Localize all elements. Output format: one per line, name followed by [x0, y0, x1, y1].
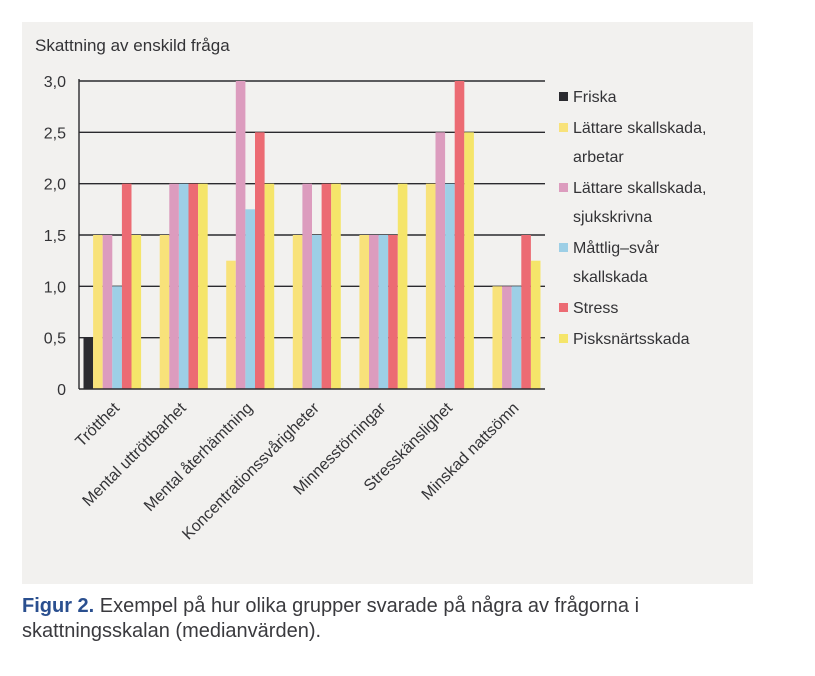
y-axis-ticks: 0 0,5 1,0 1,5 2,0 2,5 3,0: [44, 74, 66, 399]
bar: [159, 235, 170, 389]
legend-swatch: [559, 243, 568, 252]
figure-caption: Figur 2. Exempel på hur olika grupper sv…: [22, 594, 782, 644]
bar: [292, 235, 303, 389]
y-tick-label: 2,5: [44, 125, 66, 142]
bar: [397, 183, 408, 389]
bar: [388, 235, 398, 389]
figure-caption-text: Exempel på hur olika grupper svarade på …: [22, 595, 640, 642]
y-tick-label: 0: [57, 382, 66, 399]
y-tick-label: 1,5: [44, 228, 66, 245]
bar: [321, 183, 332, 389]
bar: [198, 183, 208, 389]
chart-panel: Skattning av enskild fråga 0 0,5 1,0 1,5 2,0…: [22, 22, 753, 584]
legend-label: Friska: [573, 89, 617, 106]
y-tick-label: 0,5: [44, 331, 66, 348]
legend: Friska Lättare skallskada, arbetar Lättare …: [559, 89, 706, 348]
bar: [264, 183, 275, 389]
x-tick-label: Mental återhämtning: [140, 399, 256, 515]
bar: [492, 286, 503, 389]
bar: [121, 183, 132, 389]
bar: [502, 286, 512, 389]
bar: [464, 132, 474, 390]
legend-swatch: [559, 334, 568, 343]
legend-swatch: [559, 183, 568, 192]
chart-title: Skattning av enskild fråga: [35, 36, 230, 55]
bar: [530, 260, 541, 389]
bar: [169, 183, 179, 389]
legend-label: Måttlig–svår: [573, 239, 660, 257]
bar: [235, 81, 246, 389]
bar: [93, 235, 103, 389]
y-tick-label: 3,0: [44, 74, 66, 91]
bar: [359, 235, 369, 389]
bar: [112, 286, 122, 389]
bar: [331, 183, 341, 389]
figure-label: Figur 2.: [22, 595, 95, 617]
legend-label: arbetar: [573, 149, 624, 166]
legend-label: Stress: [573, 300, 618, 317]
x-tick-label: Koncentrationssvårigheter: [179, 399, 324, 544]
bar: [521, 235, 531, 389]
bar: [302, 183, 312, 389]
axes: [78, 79, 545, 390]
y-tick-label: 2,0: [44, 177, 66, 194]
legend-label: Lättare skallskada,: [573, 180, 706, 197]
legend-label: Pisksnärtsskada: [573, 331, 690, 348]
bar: [369, 235, 379, 389]
bar: [131, 235, 142, 389]
legend-swatch: [559, 92, 568, 101]
bar: [445, 183, 455, 389]
bar: [102, 235, 113, 389]
bar: [435, 132, 446, 390]
legend-label: skallskada: [573, 269, 648, 286]
bar: [226, 260, 236, 389]
legend-swatch: [559, 303, 568, 312]
x-tick-label: Trötthet: [73, 399, 124, 450]
bar: [83, 337, 94, 389]
legend-label: sjukskrivna: [573, 209, 652, 226]
bar: [454, 81, 465, 389]
bar: [511, 286, 522, 389]
bar: [255, 132, 265, 390]
bar: [378, 235, 389, 389]
bar: [312, 235, 322, 389]
bars: [83, 81, 541, 390]
legend-swatch: [559, 123, 568, 132]
bar: [178, 183, 189, 389]
bar: [425, 183, 436, 389]
y-tick-label: 1,0: [44, 279, 66, 296]
legend-label: Lättare skallskada,: [573, 120, 706, 137]
bar: [245, 209, 255, 389]
bar: [188, 183, 199, 389]
bar-chart: Skattning av enskild fråga 0 0,5 1,0 1,5 2,0…: [35, 36, 706, 544]
